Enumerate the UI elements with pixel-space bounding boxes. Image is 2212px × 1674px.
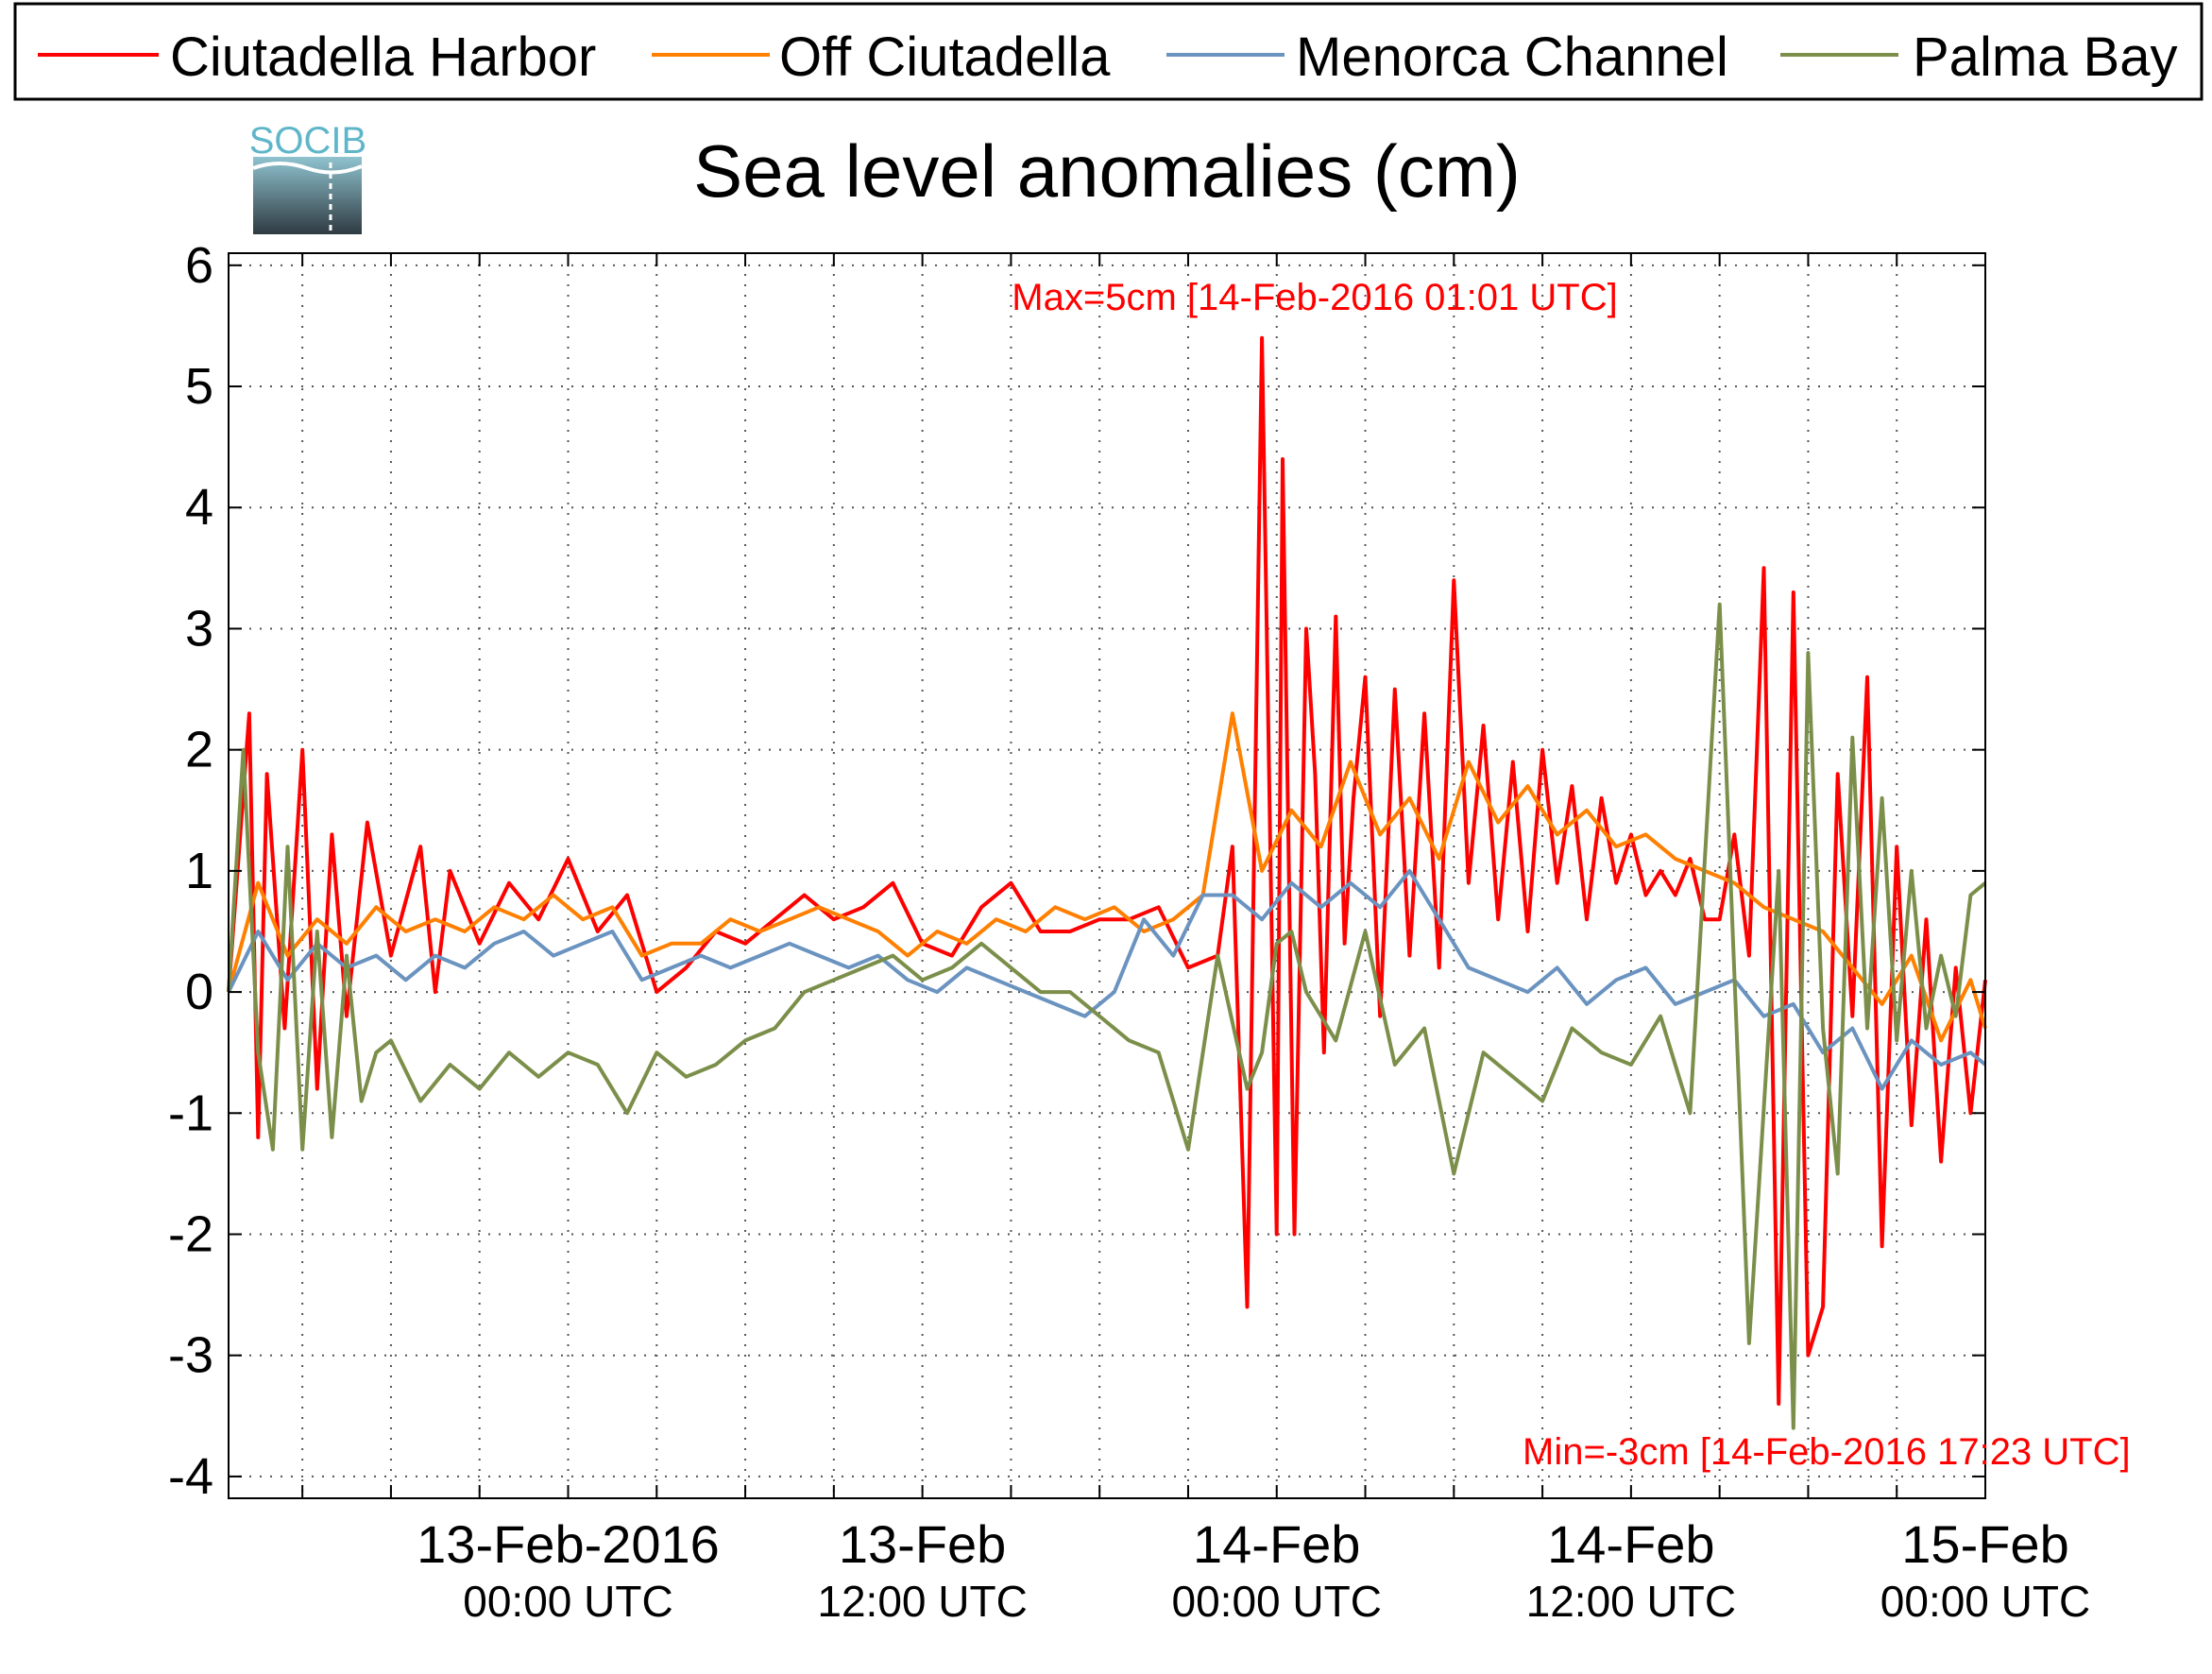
y-tick-label: 0	[185, 964, 213, 1020]
y-tick-label: 4	[185, 479, 213, 536]
legend-label-off-ciutadella: Off Ciutadella	[779, 26, 1111, 88]
y-tick-label: -1	[168, 1085, 213, 1141]
max-annotation: Max=5cm [14-Feb-2016 01:01 UTC]	[1012, 277, 1617, 318]
y-tick-label: 3	[185, 600, 213, 657]
min-annotation: Min=-3cm [14-Feb-2016 17:23 UTC]	[1523, 1431, 2131, 1473]
x-tick-time-label: 00:00 UTC	[1880, 1577, 2090, 1626]
legend: Ciutadella Harbor Off Ciutadella Menorca…	[13, 2, 2203, 101]
socib-logo-wave-line	[252, 162, 363, 175]
legend-label-palma-bay: Palma Bay	[1913, 26, 2177, 88]
x-tick-date-label: 15-Feb	[1901, 1514, 2068, 1574]
chart-title: Sea level anomalies (cm)	[693, 129, 1521, 213]
y-tick-label: -2	[168, 1206, 213, 1263]
x-tick-date-label: 14-Feb	[1547, 1514, 1714, 1574]
series-lines	[227, 335, 1987, 1430]
socib-logo-text: SOCIB	[249, 120, 366, 162]
legend-box	[13, 2, 2203, 101]
y-tick-label: -3	[168, 1327, 213, 1384]
x-tick-date-label: 14-Feb	[1193, 1514, 1360, 1574]
series-line-menorca-channel	[227, 868, 1987, 1091]
y-tick-label: 1	[185, 843, 213, 899]
series-line-palma-bay	[227, 602, 1987, 1430]
y-tick-label: -4	[168, 1448, 213, 1505]
series-line-ciutadella-harbor	[227, 335, 1987, 1406]
socib-logo: SOCIB	[249, 120, 366, 234]
plot-area	[229, 253, 1985, 1498]
x-tick-date-label: 13-Feb-2016	[417, 1514, 720, 1574]
y-tick-label: 2	[185, 722, 213, 778]
grid	[229, 253, 1986, 1498]
plot-frame	[228, 252, 1986, 1499]
x-tick-time-label: 00:00 UTC	[463, 1577, 672, 1626]
legend-label-menorca-channel: Menorca Channel	[1296, 26, 1728, 88]
x-tick-time-label: 12:00 UTC	[1526, 1577, 1736, 1626]
y-tick-label: 6	[185, 237, 213, 294]
legend-label-ciutadella-harbor: Ciutadella Harbor	[170, 26, 596, 88]
x-tick-time-label: 00:00 UTC	[1172, 1577, 1382, 1626]
y-tick-label: 5	[185, 358, 213, 415]
x-tick-time-label: 12:00 UTC	[817, 1577, 1027, 1626]
x-tick-date-label: 13-Feb	[839, 1514, 1006, 1574]
